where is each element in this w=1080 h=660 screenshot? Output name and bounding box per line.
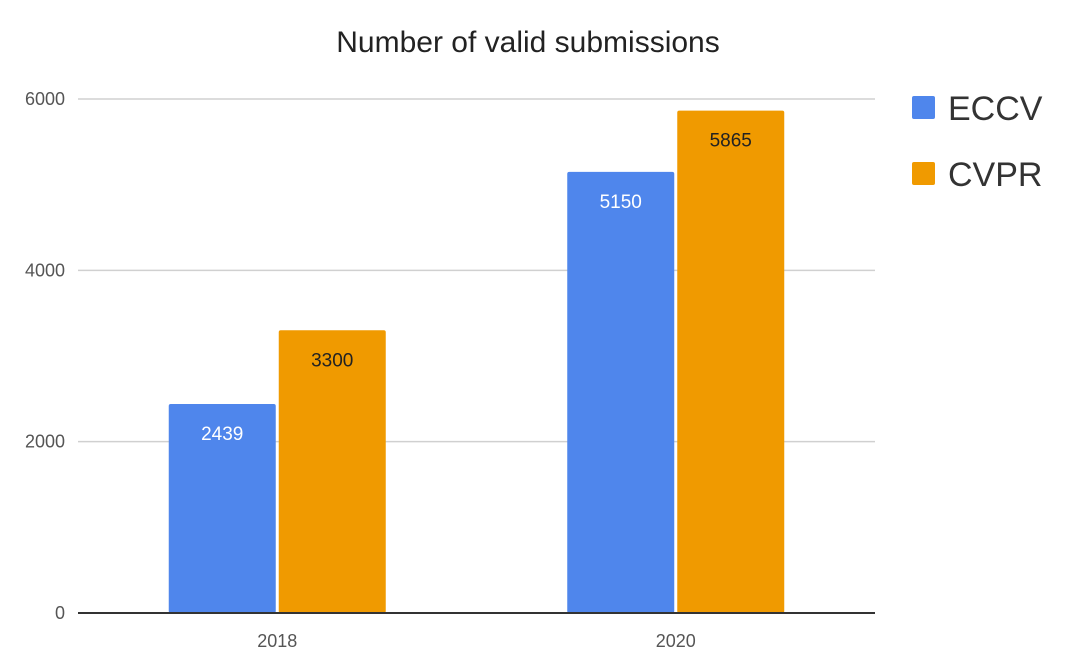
x-tick-label: 2020 [656, 631, 696, 651]
bar-eccv-2018 [168, 404, 276, 613]
y-tick-label: 4000 [25, 260, 65, 280]
data-label: 5150 [600, 192, 642, 213]
y-tick-label: 0 [55, 603, 65, 623]
chart-title: Number of valid submissions [336, 26, 719, 59]
bar-cvpr-2018 [278, 330, 386, 613]
bars: 2439 3300 5150 5865 [168, 110, 785, 614]
bar-eccv-2020 [567, 171, 675, 614]
bar-cvpr-2020 [677, 110, 785, 613]
legend-swatch-eccv [912, 96, 935, 119]
data-label: 5865 [710, 131, 752, 152]
y-tick-label: 2000 [25, 432, 65, 452]
legend: ECCV CVPR [912, 90, 1043, 194]
y-tick-label: 6000 [25, 89, 65, 109]
legend-label-eccv: ECCV [948, 90, 1043, 128]
data-label: 2439 [201, 424, 243, 445]
data-label: 3300 [311, 350, 353, 371]
x-tick-label: 2018 [257, 631, 297, 651]
legend-swatch-cvpr [912, 162, 935, 185]
axes: 0 2000 4000 6000 2018 2020 [25, 89, 875, 651]
legend-label-cvpr: CVPR [948, 156, 1042, 194]
